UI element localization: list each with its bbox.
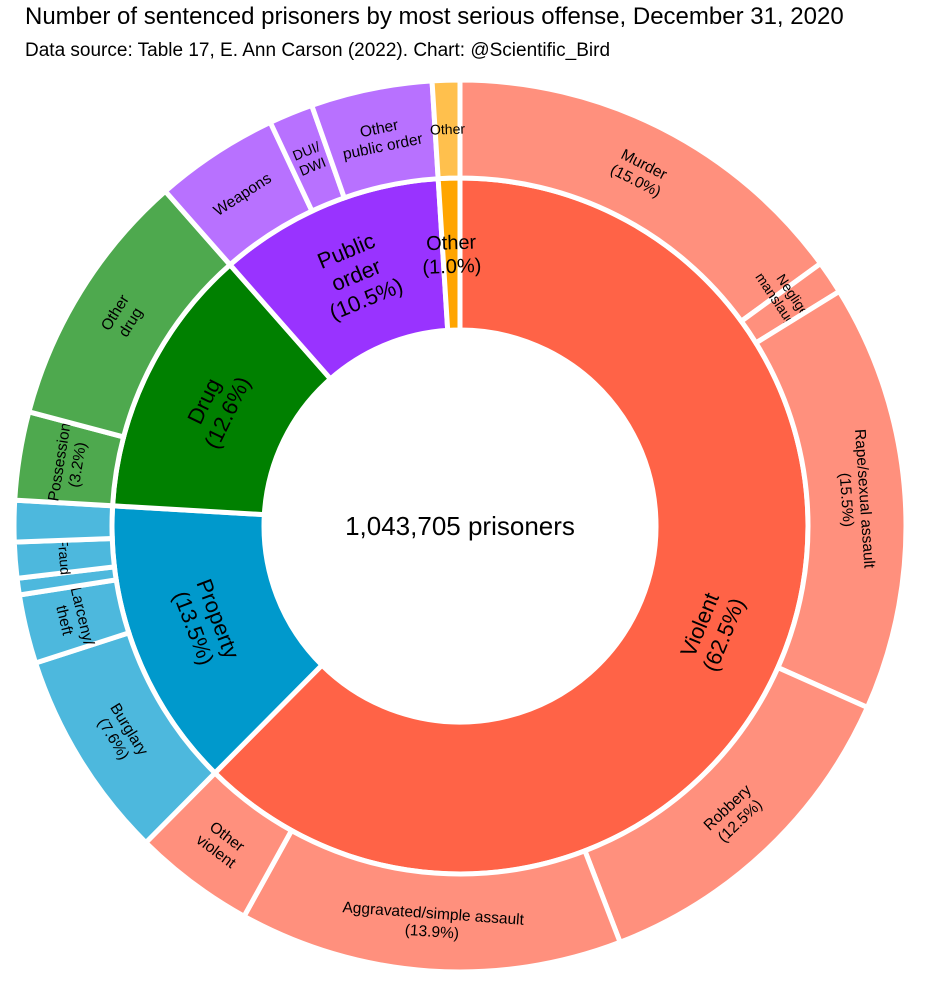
sublabel-other: Other [430,121,466,138]
sublabel-aggravated-simple-assault-line: (13.9%) [404,922,459,943]
subwedge-other-other [429,77,463,182]
sublabel-fraud: Fraud [55,538,74,576]
label-other-line: (1.0%) [422,255,482,279]
sublabel-rape-sexual-assault-line: (15.5%) [836,472,857,527]
label-other-line: Other [426,232,477,256]
label-other: Other(1.0%) [421,231,481,278]
chart-subtitle: Data source: Table 17, E. Ann Carson (20… [25,40,611,61]
sublabel-fraud-line: Fraud [55,538,74,576]
chart-title: Number of sentenced prisoners by most se… [25,3,844,30]
sublabel-larceny-theft-line: theft [52,604,76,638]
center-total-label: 1,043,705 prisoners [345,511,575,541]
sublabel-other-line: Other [430,121,466,138]
